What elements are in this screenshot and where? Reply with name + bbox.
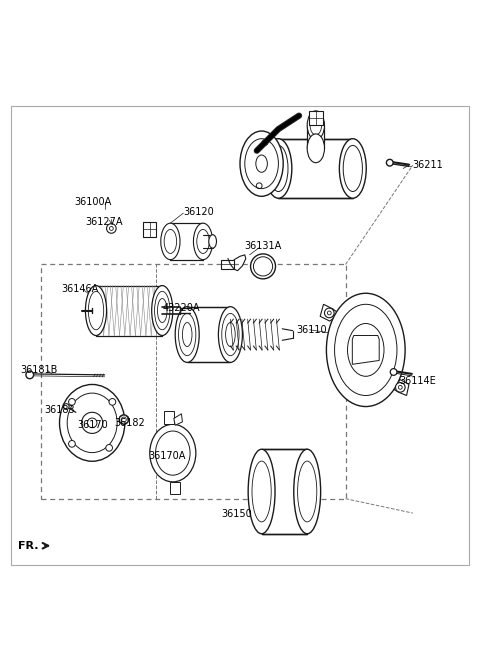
Text: 36150: 36150	[222, 509, 252, 519]
Polygon shape	[392, 380, 409, 395]
Ellipse shape	[339, 139, 366, 198]
Text: 36182: 36182	[114, 418, 145, 428]
Text: FR.: FR.	[18, 541, 39, 551]
Circle shape	[119, 415, 129, 424]
Text: 36183: 36183	[44, 405, 75, 415]
Ellipse shape	[251, 254, 276, 279]
Circle shape	[82, 412, 103, 433]
Circle shape	[106, 444, 112, 451]
Ellipse shape	[265, 139, 292, 198]
Ellipse shape	[193, 223, 213, 260]
Ellipse shape	[175, 307, 199, 362]
Ellipse shape	[161, 223, 180, 260]
Circle shape	[324, 308, 334, 318]
Text: 36110: 36110	[297, 325, 327, 335]
Text: 36146A: 36146A	[61, 284, 99, 294]
Polygon shape	[187, 307, 230, 362]
Circle shape	[107, 223, 116, 234]
Polygon shape	[278, 139, 353, 198]
Text: 36114E: 36114E	[399, 376, 436, 386]
Text: 36211: 36211	[412, 160, 443, 170]
Circle shape	[390, 368, 397, 375]
Polygon shape	[174, 414, 182, 425]
Polygon shape	[320, 305, 339, 321]
Ellipse shape	[307, 134, 324, 162]
Ellipse shape	[67, 393, 117, 453]
Polygon shape	[262, 450, 307, 533]
Circle shape	[396, 382, 405, 392]
Circle shape	[26, 371, 34, 378]
Circle shape	[109, 399, 116, 405]
Circle shape	[386, 159, 393, 166]
Text: 36131A: 36131A	[245, 241, 282, 251]
Text: 36181B: 36181B	[20, 365, 58, 375]
Text: 43220A: 43220A	[162, 303, 200, 313]
Ellipse shape	[209, 235, 216, 248]
Circle shape	[69, 440, 75, 447]
Text: 36170: 36170	[78, 420, 108, 430]
Ellipse shape	[240, 131, 283, 197]
Polygon shape	[164, 411, 174, 424]
Ellipse shape	[150, 424, 196, 482]
Ellipse shape	[326, 293, 405, 407]
Text: 36120: 36120	[183, 207, 214, 217]
Ellipse shape	[294, 450, 321, 533]
Circle shape	[69, 399, 75, 405]
Ellipse shape	[85, 286, 107, 336]
Ellipse shape	[307, 111, 324, 140]
Ellipse shape	[152, 286, 173, 336]
Polygon shape	[245, 139, 278, 198]
Polygon shape	[307, 125, 324, 148]
Polygon shape	[170, 482, 180, 494]
Polygon shape	[170, 223, 203, 260]
Ellipse shape	[248, 450, 275, 533]
Text: 36170A: 36170A	[149, 452, 186, 462]
Ellipse shape	[269, 146, 288, 191]
Text: 36127A: 36127A	[85, 217, 123, 227]
Polygon shape	[352, 336, 379, 364]
Ellipse shape	[218, 307, 242, 362]
Text: 36100A: 36100A	[74, 197, 112, 207]
Polygon shape	[143, 222, 156, 237]
Circle shape	[63, 404, 69, 409]
Polygon shape	[96, 286, 162, 336]
Polygon shape	[221, 260, 234, 269]
Polygon shape	[309, 111, 323, 125]
Ellipse shape	[60, 384, 125, 461]
